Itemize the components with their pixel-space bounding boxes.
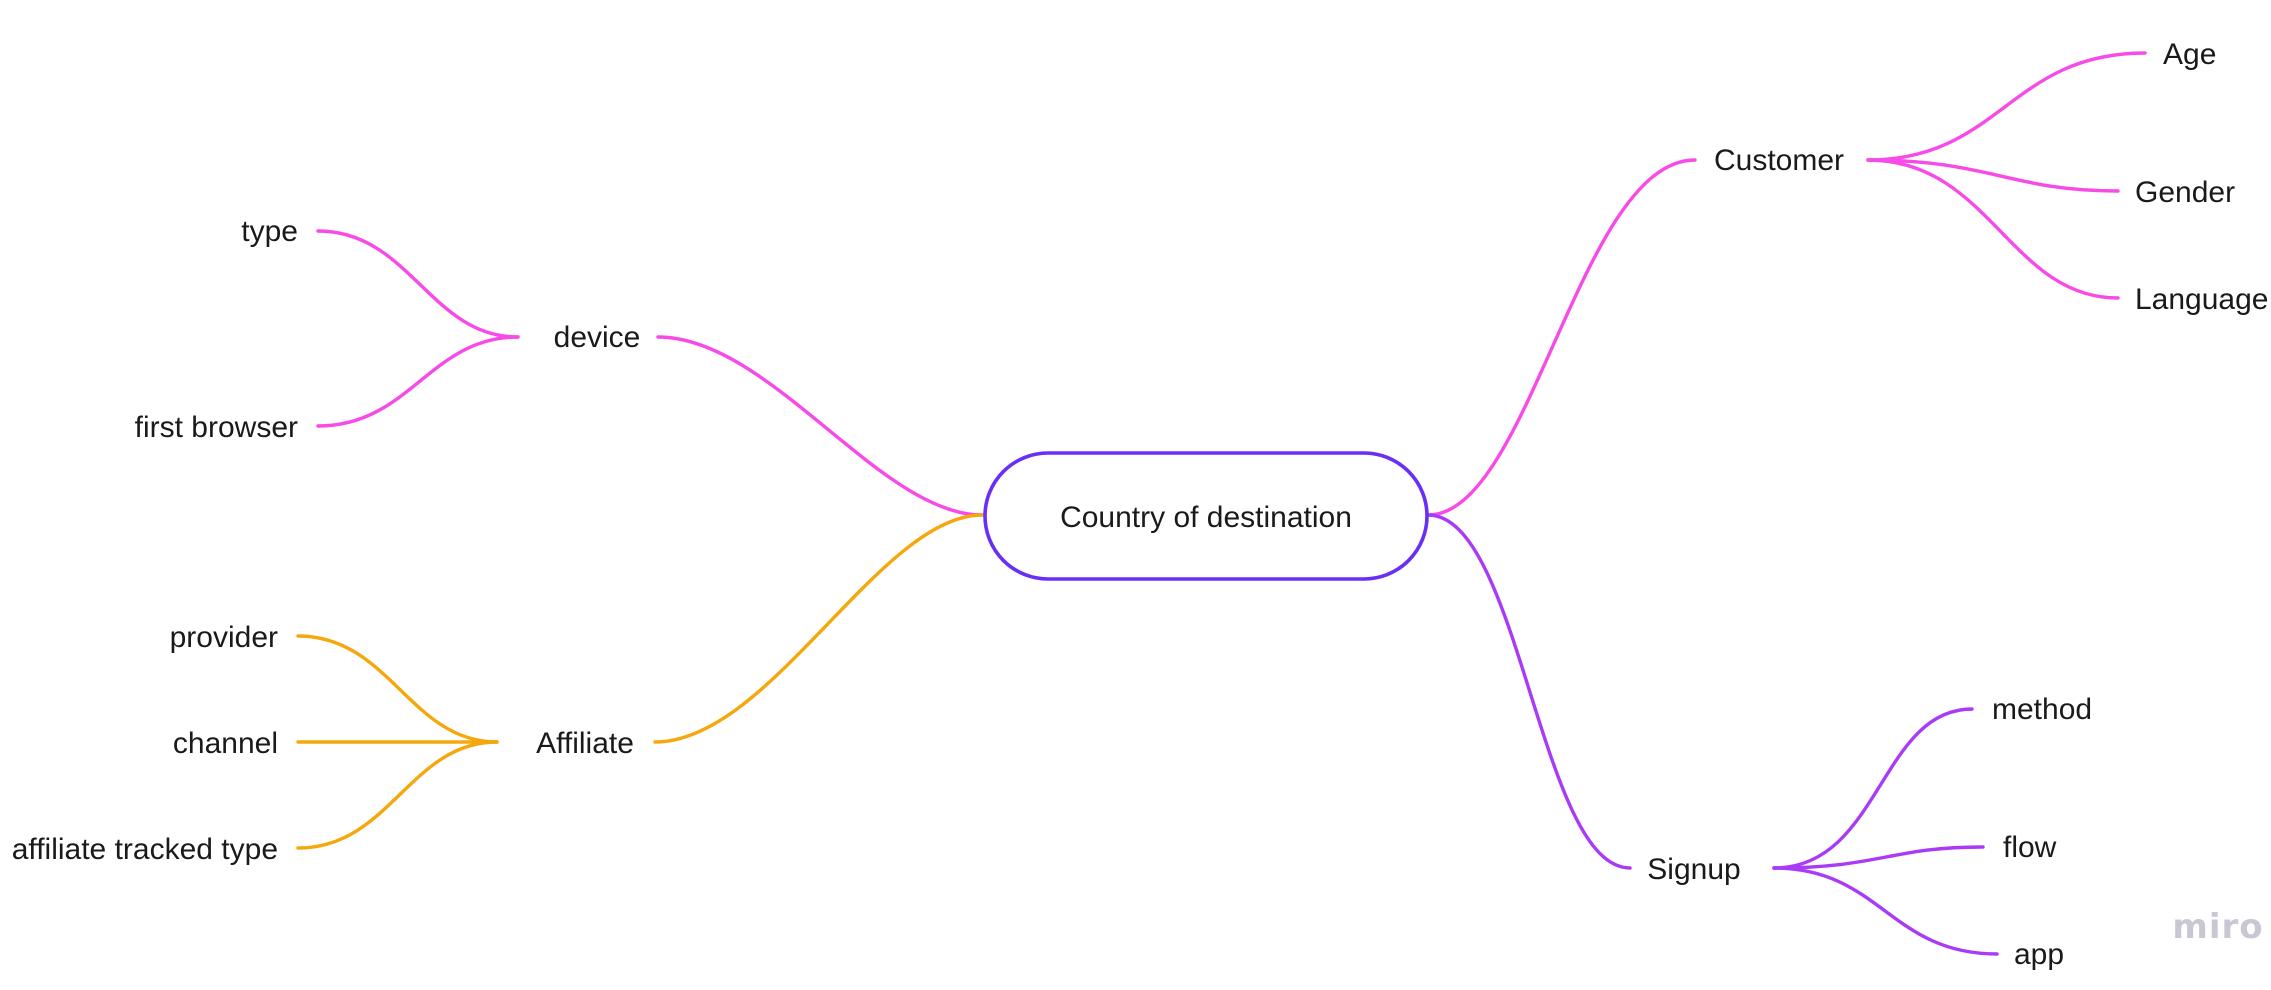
connector-root-affiliate [653, 513, 984, 744]
node-customer-language[interactable]: Language [2135, 283, 2268, 316]
root-node-shape[interactable] [983, 451, 1429, 581]
connector-customer-age [1866, 51, 2147, 162]
node-affiliate-tracked-type[interactable]: affiliate tracked type [12, 833, 278, 866]
node-device-first-browser[interactable]: first browser [135, 411, 298, 444]
node-affiliate[interactable]: Affiliate [536, 727, 634, 760]
node-device-type[interactable]: type [241, 215, 298, 248]
connector-affiliate-tracked-type [296, 740, 499, 850]
node-signup-method[interactable]: method [1992, 693, 2092, 726]
miro-watermark-logo: miro [2172, 907, 2263, 947]
connector-root-device [656, 335, 984, 517]
node-signup-flow[interactable]: flow [2003, 831, 2057, 864]
connectors [296, 51, 2147, 956]
connector-device-type [316, 229, 520, 339]
node-device[interactable]: device [554, 321, 641, 354]
connector-device-first-browser [316, 335, 520, 428]
connector-root-signup [1426, 513, 1632, 870]
node-customer-age[interactable]: Age [2163, 38, 2216, 71]
node-customer-gender[interactable]: Gender [2135, 176, 2235, 209]
node-affiliate-channel[interactable]: channel [173, 727, 278, 760]
connector-root-customer [1426, 158, 1697, 517]
connector-customer-gender [1866, 158, 2120, 193]
node-affiliate-provider[interactable]: provider [170, 621, 278, 654]
root-node[interactable]: Country of destination [983, 451, 1429, 581]
connector-signup-flow [1772, 845, 1985, 870]
connector-affiliate-provider [296, 634, 499, 744]
node-signup-app[interactable]: app [2014, 938, 2064, 971]
root-node-label: Country of destination [1060, 501, 1352, 534]
node-signup[interactable]: Signup [1647, 853, 1740, 886]
connector-signup-method [1772, 707, 1974, 870]
node-customer[interactable]: Customer [1714, 144, 1844, 177]
connector-signup-app [1772, 866, 1999, 956]
connector-customer-language [1866, 158, 2120, 300]
